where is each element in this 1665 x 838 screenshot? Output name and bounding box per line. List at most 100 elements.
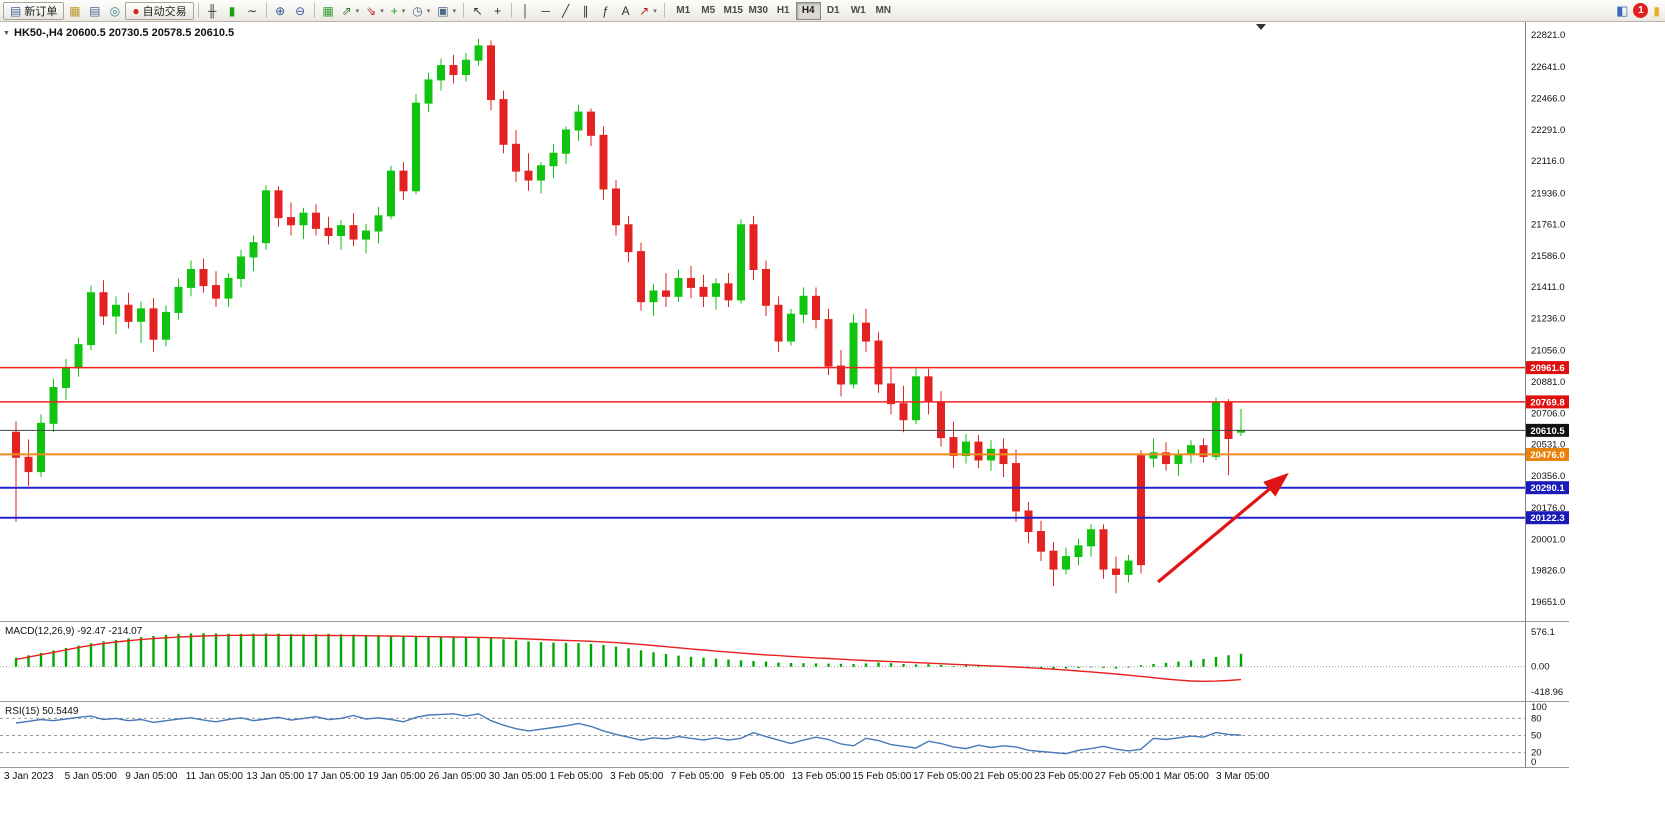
timeframe-mn[interactable]: MN bbox=[871, 2, 896, 20]
time-label: 9 Feb 05:00 bbox=[731, 771, 785, 782]
crosshair-icon: + bbox=[494, 3, 502, 18]
fibonacci-icon[interactable]: ƒ bbox=[596, 2, 615, 20]
timeframe-m15[interactable]: M15 bbox=[721, 2, 746, 20]
time-label: 13 Feb 05:00 bbox=[791, 771, 851, 782]
new-order-button[interactable]: ▤ 新订单 bbox=[3, 1, 65, 20]
time-label: 30 Jan 05:00 bbox=[488, 771, 547, 782]
toolbar-separator bbox=[511, 3, 513, 18]
chevron-down-icon: ▾ bbox=[401, 7, 406, 15]
zoom-in-icon[interactable]: ⊕ bbox=[271, 2, 290, 20]
svg-text:21411.0: 21411.0 bbox=[1531, 282, 1565, 293]
new-order-icon: ▤ bbox=[10, 3, 22, 18]
time-label: 9 Jan 05:00 bbox=[125, 771, 178, 782]
chevron-down-icon: ▾ bbox=[426, 7, 431, 15]
timeframe-toolbar: M1 M5 M15 M30 H1 H4 D1 W1 MN bbox=[671, 1, 896, 20]
trendline-icon: ╱ bbox=[562, 3, 570, 18]
svg-text:20881.0: 20881.0 bbox=[1531, 377, 1565, 388]
svg-text:MACD(12,26,9) -92.47 -214.07: MACD(12,26,9) -92.47 -214.07 bbox=[5, 626, 143, 637]
toolbar-separator bbox=[197, 3, 199, 18]
svg-text:21586.0: 21586.0 bbox=[1531, 251, 1565, 262]
zoom-in-icon: ⊕ bbox=[275, 3, 286, 18]
template-icon: ▣ bbox=[437, 3, 449, 18]
channel-icon[interactable]: ∥ bbox=[576, 2, 595, 20]
zoom-out-icon: ⊖ bbox=[295, 3, 306, 18]
svg-text:0.00: 0.00 bbox=[1531, 662, 1550, 673]
indicator-fall-icon[interactable]: ⇘ ▾ bbox=[363, 2, 387, 20]
macd-panel[interactable]: 576.1 0.00 -418.96 MACD(12,26,9) -92.47 -21… bbox=[0, 622, 1569, 702]
svg-text:20176.0: 20176.0 bbox=[1531, 503, 1565, 514]
window-bottom-space bbox=[0, 786, 1665, 838]
price-chart[interactable]: 22821.0 22641.0 22466.0 22291.0 22116.0 21936… bbox=[0, 22, 1569, 622]
time-label: 3 Jan 2023 bbox=[4, 771, 54, 782]
cursor-icon[interactable]: ↖ bbox=[468, 2, 487, 20]
crosshair-icon[interactable]: + bbox=[488, 2, 507, 20]
time-label: 17 Jan 05:00 bbox=[307, 771, 365, 782]
text-icon[interactable]: A bbox=[616, 2, 635, 20]
timeframe-m30[interactable]: M30 bbox=[746, 2, 771, 20]
svg-text:50: 50 bbox=[1531, 731, 1542, 742]
time-label: 21 Feb 05:00 bbox=[973, 771, 1033, 782]
tile-windows-icon: ▦ bbox=[322, 3, 334, 18]
timeframe-m1[interactable]: M1 bbox=[671, 2, 696, 20]
svg-text:21761.0: 21761.0 bbox=[1531, 220, 1565, 231]
line-chart-icon: ∼ bbox=[247, 3, 258, 18]
bar-chart-icon[interactable]: ╫ bbox=[203, 2, 222, 20]
line-chart-icon[interactable]: ∼ bbox=[243, 2, 262, 20]
zoom-out-icon[interactable]: ⊖ bbox=[291, 2, 310, 20]
svg-text:20961.6: 20961.6 bbox=[1530, 363, 1564, 374]
data-window-icon[interactable]: ▤ bbox=[85, 2, 104, 20]
community-icon[interactable]: ◧ bbox=[1616, 2, 1629, 18]
timeframe-h1[interactable]: H1 bbox=[771, 2, 796, 20]
horizontal-line-icon[interactable]: ─ bbox=[536, 2, 555, 20]
period-icon: ◷ bbox=[412, 3, 423, 18]
time-label: 7 Feb 05:00 bbox=[670, 771, 724, 782]
svg-text:20001.0: 20001.0 bbox=[1531, 534, 1565, 545]
time-label: 19 Jan 05:00 bbox=[367, 771, 426, 782]
svg-text:22641.0: 22641.0 bbox=[1531, 62, 1565, 73]
svg-text:19651.0: 19651.0 bbox=[1531, 597, 1565, 608]
navigator-icon[interactable]: ◎ bbox=[105, 2, 124, 20]
notification-badge[interactable]: 1 bbox=[1633, 3, 1649, 18]
fibonacci-icon: ƒ bbox=[602, 3, 609, 18]
toolbar-separator bbox=[663, 3, 665, 18]
svg-text:80: 80 bbox=[1531, 713, 1542, 724]
svg-text:21056.0: 21056.0 bbox=[1531, 346, 1565, 357]
candlestick-chart-icon[interactable]: ▮ bbox=[223, 2, 242, 20]
time-axis[interactable]: 3 Jan 2023 5 Jan 05:00 9 Jan 05:00 11 Jan 0… bbox=[0, 768, 1569, 786]
market-watch-icon[interactable]: ▦ bbox=[65, 2, 84, 20]
add-indicator-icon: + bbox=[390, 3, 398, 18]
toolbar-separator bbox=[265, 3, 267, 18]
time-label: 17 Feb 05:00 bbox=[913, 771, 972, 782]
tile-windows-icon[interactable]: ▦ bbox=[319, 2, 338, 20]
timeframe-m5[interactable]: M5 bbox=[696, 2, 721, 20]
indicator-rise-icon: ⇗ bbox=[341, 3, 352, 18]
svg-text:20769.8: 20769.8 bbox=[1530, 397, 1564, 408]
timeframe-d1[interactable]: D1 bbox=[821, 2, 846, 20]
timeframe-w1[interactable]: W1 bbox=[846, 2, 871, 20]
svg-text:0: 0 bbox=[1531, 757, 1536, 768]
period-icon[interactable]: ◷ ▾ bbox=[409, 2, 433, 20]
svg-text:20290.1: 20290.1 bbox=[1530, 483, 1565, 494]
toolbar: ▤ 新订单 ▦ ▤ ◎ ● 自动交易 ╫ ▮ ∼ ⊕ ⊖ ▦ ⇗ ▾ ⇘ ▾ + ▾ ◷ ▾ ▣ ▾ ↖ + │ ─ ╱ ∥ ƒ A ↗ ▾… bbox=[0, 0, 1665, 22]
svg-text:19826.0: 19826.0 bbox=[1531, 566, 1565, 577]
vertical-line-icon[interactable]: │ bbox=[516, 2, 535, 20]
chevron-down-icon: ▾ bbox=[653, 7, 657, 15]
indicator-rise-icon[interactable]: ⇗ ▾ bbox=[339, 2, 363, 20]
svg-text:22291.0: 22291.0 bbox=[1531, 125, 1565, 136]
svg-text:22466.0: 22466.0 bbox=[1531, 93, 1565, 104]
add-indicator-icon[interactable]: + ▾ bbox=[388, 2, 409, 20]
svg-text:RSI(15) 50.5449: RSI(15) 50.5449 bbox=[5, 706, 79, 717]
timeframe-h4[interactable]: H4 bbox=[795, 1, 821, 20]
template-icon[interactable]: ▣ ▾ bbox=[434, 2, 459, 20]
svg-text:22821.0: 22821.0 bbox=[1531, 30, 1565, 41]
navigator-icon: ◎ bbox=[109, 3, 121, 18]
arrows-icon[interactable]: ↗ ▾ bbox=[636, 2, 660, 20]
time-label: 15 Feb 05:00 bbox=[852, 771, 912, 782]
cursor-icon: ↖ bbox=[472, 3, 483, 18]
autotrade-button[interactable]: ● 自动交易 bbox=[125, 1, 194, 20]
promo-icon[interactable]: ▮ bbox=[1653, 3, 1660, 18]
svg-text:20531.0: 20531.0 bbox=[1531, 440, 1565, 451]
time-label: 26 Jan 05:00 bbox=[428, 771, 487, 782]
trendline-icon[interactable]: ╱ bbox=[556, 2, 575, 20]
